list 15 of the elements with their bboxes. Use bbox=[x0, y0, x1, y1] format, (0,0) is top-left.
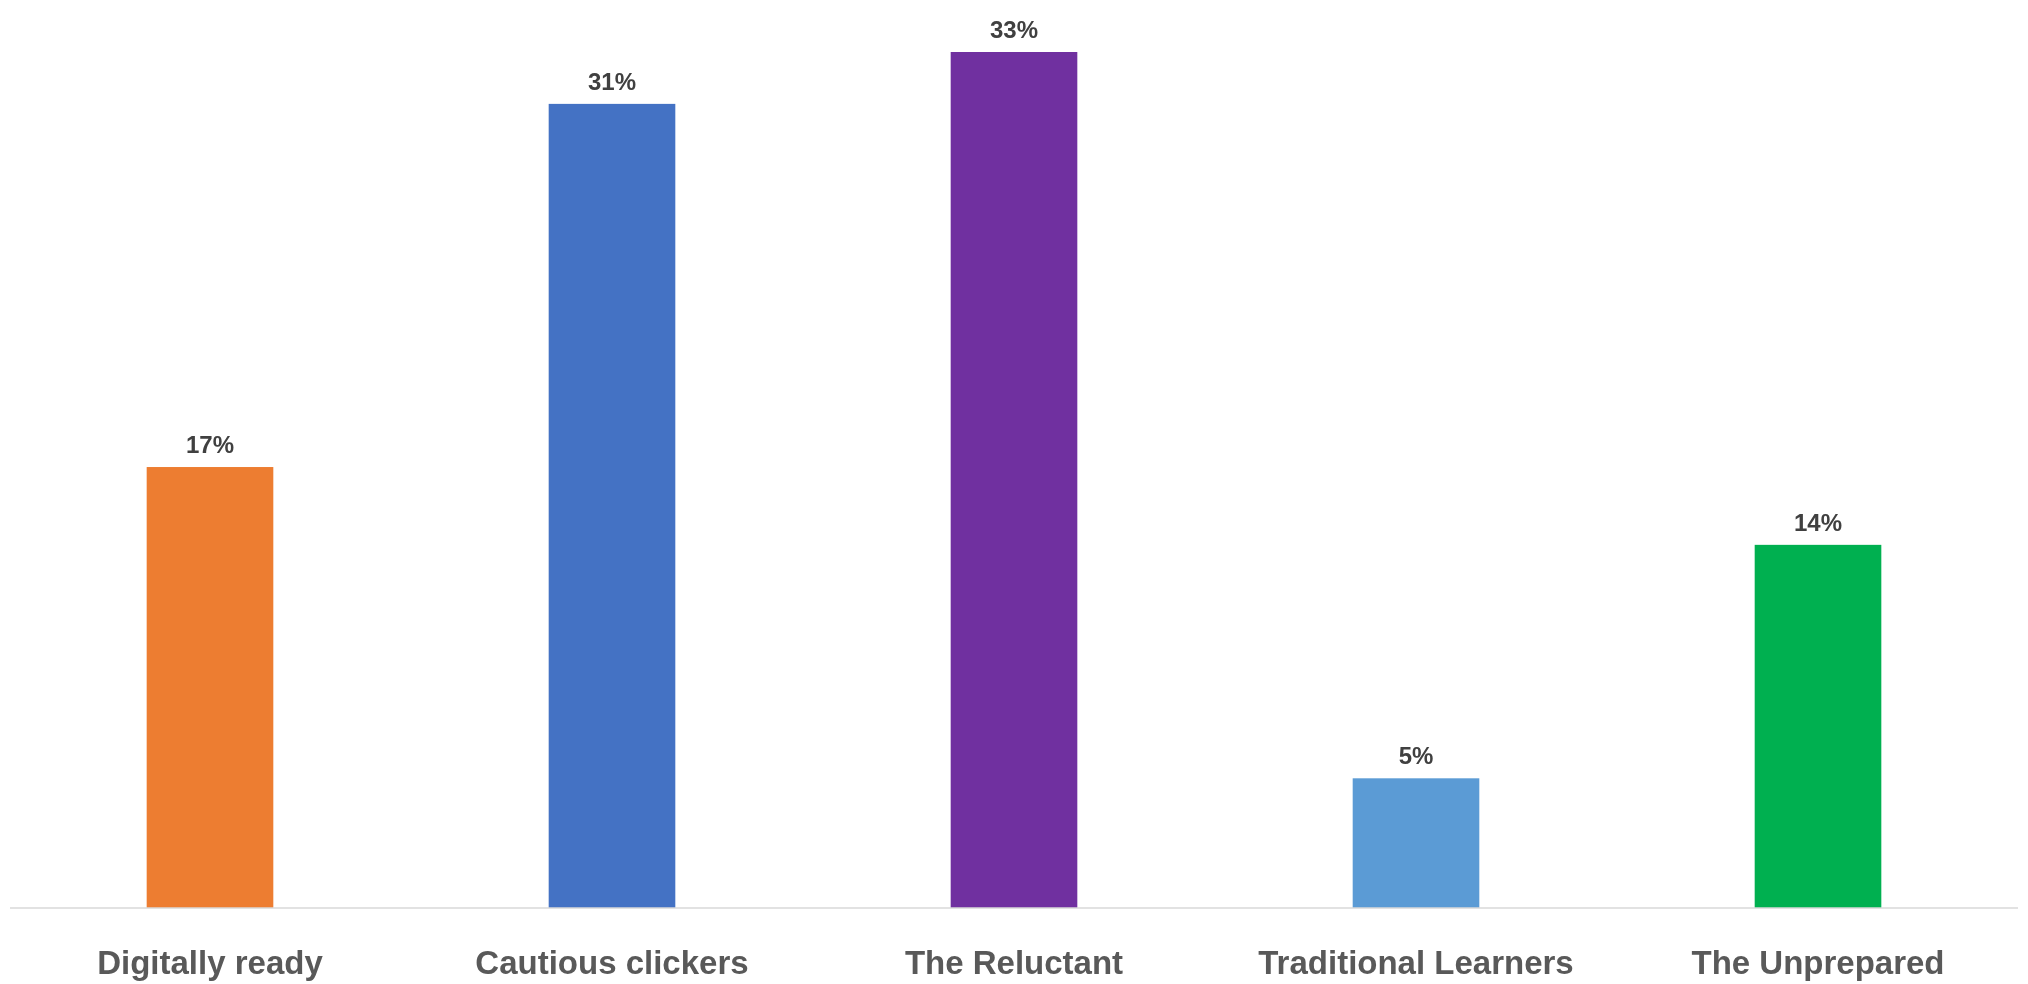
x-tick-label: The Reluctant bbox=[904, 944, 1124, 981]
data-label: 33% bbox=[989, 16, 1039, 43]
x-tick-label: The Unprepared bbox=[1691, 944, 1945, 981]
bar bbox=[146, 467, 274, 908]
x-tick-label: Traditional Learners bbox=[1258, 944, 1574, 981]
x-tick-label: Cautious clickers bbox=[475, 944, 749, 981]
data-label: 5% bbox=[1398, 742, 1434, 770]
bar bbox=[950, 52, 1078, 908]
data-label: 14% bbox=[1793, 508, 1843, 536]
bar bbox=[1754, 544, 1882, 908]
data-label: 31% bbox=[587, 67, 637, 95]
x-tick-label: Digitally ready bbox=[97, 944, 324, 981]
bar bbox=[1352, 778, 1480, 908]
data-label: 17% bbox=[185, 431, 235, 459]
bar bbox=[548, 103, 676, 908]
